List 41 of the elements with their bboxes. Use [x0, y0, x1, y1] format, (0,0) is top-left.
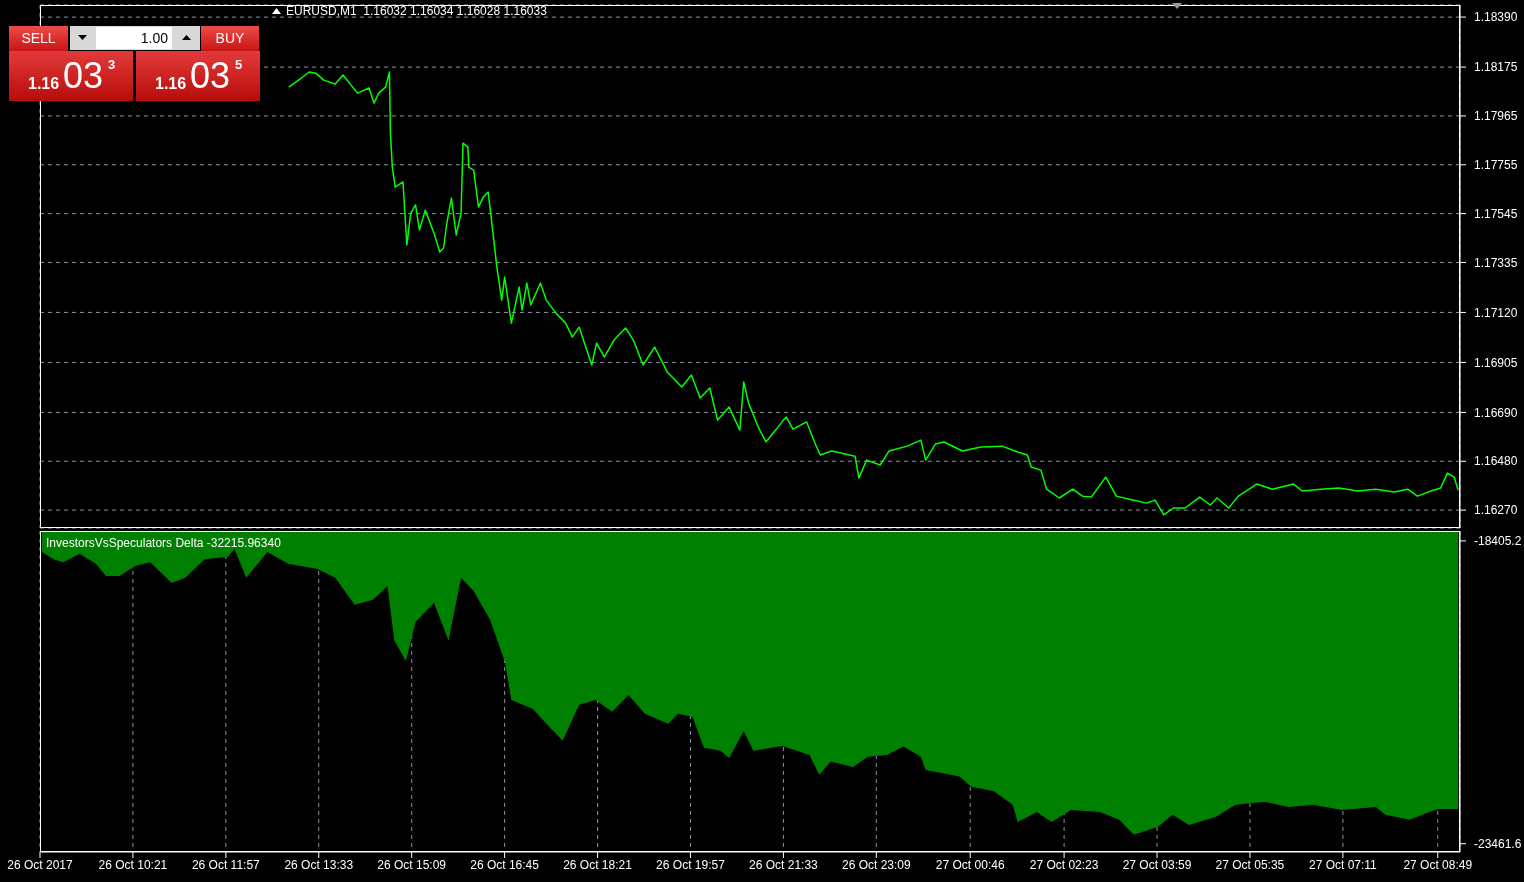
x-tick-label: 27 Oct 05:35 — [1215, 857, 1285, 872]
annotation: 03 — [190, 55, 231, 97]
y-tick-label: 1.16270 — [1474, 503, 1518, 518]
x-tick-label: 26 Oct 23:09 — [841, 857, 911, 872]
y-tick-label: 1.17965 — [1474, 109, 1518, 124]
y-tick-label: 1.18175 — [1474, 60, 1518, 75]
y-tick-label: -23461.6 — [1474, 836, 1522, 851]
x-tick-label: 26 Oct 15:09 — [377, 857, 447, 872]
x-tick-label: 26 Oct 16:45 — [470, 857, 540, 872]
annotation: 3 — [108, 57, 116, 72]
annotation: 1.16 — [28, 75, 60, 93]
annotation: 1.00 — [96, 27, 172, 49]
y-tick-label: 1.17120 — [1474, 305, 1518, 320]
y-tick-label: 1.17335 — [1474, 255, 1518, 270]
y-tick-label: 1.16480 — [1474, 454, 1518, 469]
line-series — [288, 71, 1459, 516]
x-tick-label: 26 Oct 2017 — [7, 857, 74, 872]
x-tick-label: 26 Oct 19:57 — [656, 857, 726, 872]
x-tick-label: 26 Oct 10:21 — [98, 857, 168, 872]
x-tick-label: 26 Oct 18:21 — [563, 857, 633, 872]
y-tick-label: 1.16905 — [1474, 355, 1518, 370]
y-tick-label: -18405.2 — [1474, 534, 1522, 549]
x-tick-label: 27 Oct 08:49 — [1403, 857, 1473, 872]
annotation: BUY — [201, 26, 259, 51]
x-tick-label: 27 Oct 07:11 — [1308, 857, 1378, 872]
x-tick-label: 26 Oct 13:33 — [284, 857, 354, 872]
x-tick-label: 27 Oct 03:59 — [1122, 857, 1192, 872]
x-tick-label: 26 Oct 11:57 — [191, 857, 261, 872]
annotation: 1.16 — [155, 75, 187, 93]
y-tick-label: 1.17545 — [1474, 206, 1518, 221]
x-tick-label: 26 Oct 21:33 — [749, 857, 819, 872]
x-tick-label: 27 Oct 00:46 — [935, 857, 1005, 872]
annotation: SELL — [9, 26, 68, 51]
y-tick-label: 1.18390 — [1474, 10, 1518, 25]
y-tick-label: 1.17755 — [1474, 157, 1518, 172]
text: InvestorsVsSpeculators Delta -32215.96340 — [46, 536, 281, 550]
annotation: 5 — [235, 57, 243, 72]
y-tick-label: 1.16690 — [1474, 405, 1518, 420]
chart-title: EURUSD,M1 1.16032 1.16034 1.16028 1.16033 — [286, 4, 547, 18]
annotation: 03 — [63, 55, 104, 97]
x-tick-label: 27 Oct 02:23 — [1029, 857, 1099, 872]
